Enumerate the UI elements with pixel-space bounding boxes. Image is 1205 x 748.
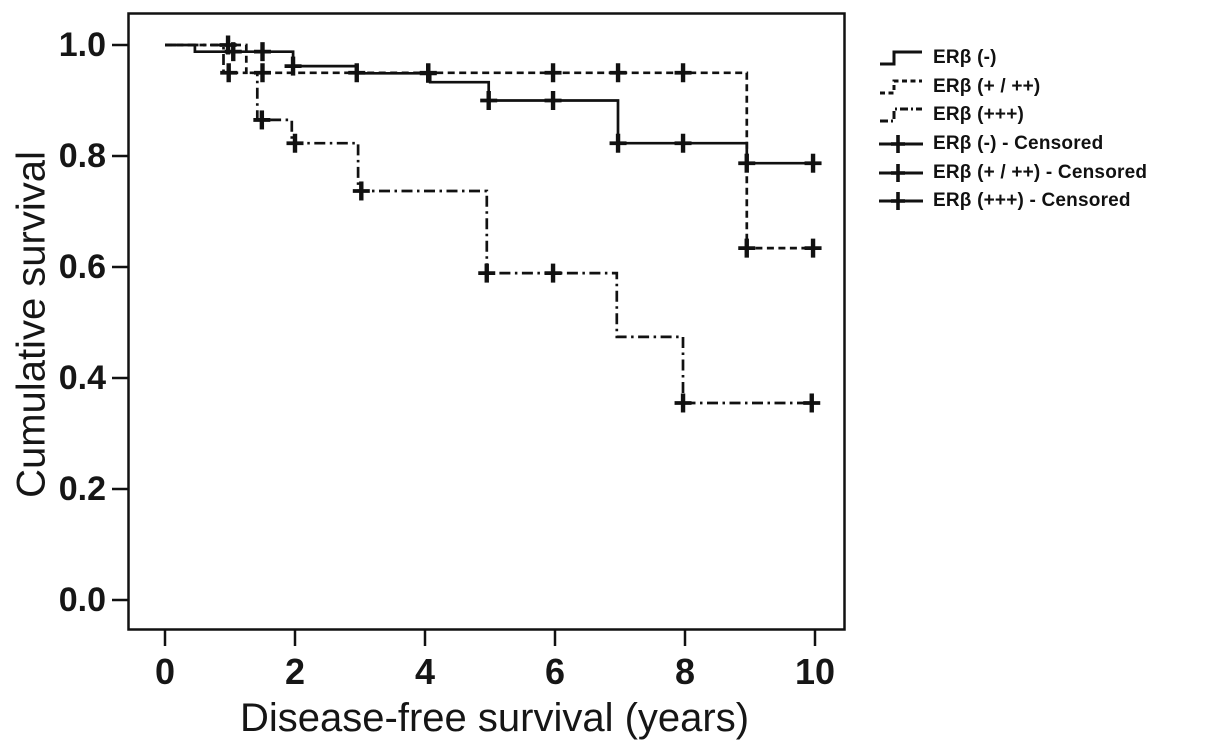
survival-curve [165,43,815,405]
x-tick-label: 8 [674,651,696,692]
legend-line-glyph [880,50,922,66]
legend-label: ERβ (+++) - Censored [933,190,1131,212]
y-tick-label: 0.8 [58,137,106,175]
legend-label: ERβ (+++) [933,104,1025,126]
legend-label: ERβ (-) [933,47,997,69]
x-tick-label: 4 [414,651,436,692]
y-tick-label: 0.6 [58,248,106,286]
legend-item: ERβ (-) [878,44,1147,73]
y-tick-label: 1.0 [58,26,106,64]
legend-line-glyph [880,79,922,95]
legend-censor-glyph [879,192,923,211]
legend-censor-glyph [879,163,923,182]
x-tick-label: 6 [544,651,566,692]
y-axis-title: Cumulative survival [9,151,54,498]
survival-curve [165,43,821,250]
x-tick-label: 2 [284,651,306,692]
legend-label: ERβ (+ / ++) - Censored [933,161,1148,183]
legend-item: ERβ (+++) [878,101,1147,130]
legend-step-path [880,107,922,123]
legend-item: ERβ (-) - Censored [878,130,1147,159]
legend-label: ERβ (-) - Censored [933,133,1104,155]
legend-step-path [880,79,922,95]
legend-step-path [880,50,922,66]
legend-item: ERβ (+ / ++) - Censored [878,158,1147,187]
plot-frame [127,12,846,631]
x-tick-label: 10 [794,651,836,692]
x-axis-title: Disease-free survival (years) [240,696,750,740]
survival-curve [165,43,821,165]
legend-item: ERβ (+++) - Censored [878,187,1147,216]
y-tick-label: 0.2 [58,470,106,508]
legend-item: ERβ (+ / ++) [878,73,1147,102]
x-tick-label: 0 [154,651,176,692]
y-tick-label: 0.0 [58,581,106,619]
y-tick-label: 0.4 [58,359,106,397]
legend-label: ERβ (+ / ++) [933,75,1041,97]
legend-line-glyph [880,107,922,123]
legend-censor-glyph [879,135,923,154]
legend: ERβ (-) ERβ (+ / ++) ERβ (+++) ERβ (-) - Ce… [878,44,1147,216]
